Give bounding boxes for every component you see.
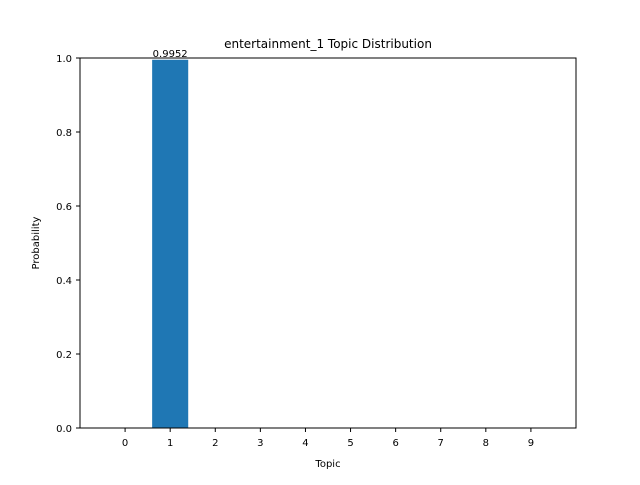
x-tick-label: 1: [167, 438, 173, 449]
plot-area: 0 1 2 3 4 5 6 7 8 9 0.0 0.2 0.4 0.6 0.8 1.0 0.9952: [56, 49, 534, 449]
x-tick-label: 5: [347, 438, 353, 449]
x-tick-label: 3: [257, 438, 263, 449]
x-tick-label: 0: [122, 438, 128, 449]
x-tick-label: 6: [392, 438, 398, 449]
y-tick-label: 0.6: [56, 202, 72, 213]
x-tick-label: 7: [438, 438, 444, 449]
bar-data-label: 0.9952: [153, 49, 188, 60]
y-tick-label: 0.8: [56, 128, 72, 139]
y-tick-label: 0.4: [56, 276, 72, 287]
y-axis-label: Probability: [31, 216, 42, 269]
bar-topic-1: [152, 59, 189, 428]
y-tick-label: 0.2: [56, 350, 72, 361]
x-axis-label: Topic: [314, 459, 340, 470]
y-tick-label: 0.0: [56, 424, 72, 435]
x-tick-label: 2: [212, 438, 218, 449]
plot-frame: [79, 57, 577, 429]
chart-title: entertainment_1 Topic Distribution: [224, 37, 432, 51]
x-tick-label: 4: [302, 438, 308, 449]
x-tick-label: 8: [483, 438, 489, 449]
x-tick-label: 9: [528, 438, 534, 449]
y-tick-label: 1.0: [56, 54, 72, 65]
